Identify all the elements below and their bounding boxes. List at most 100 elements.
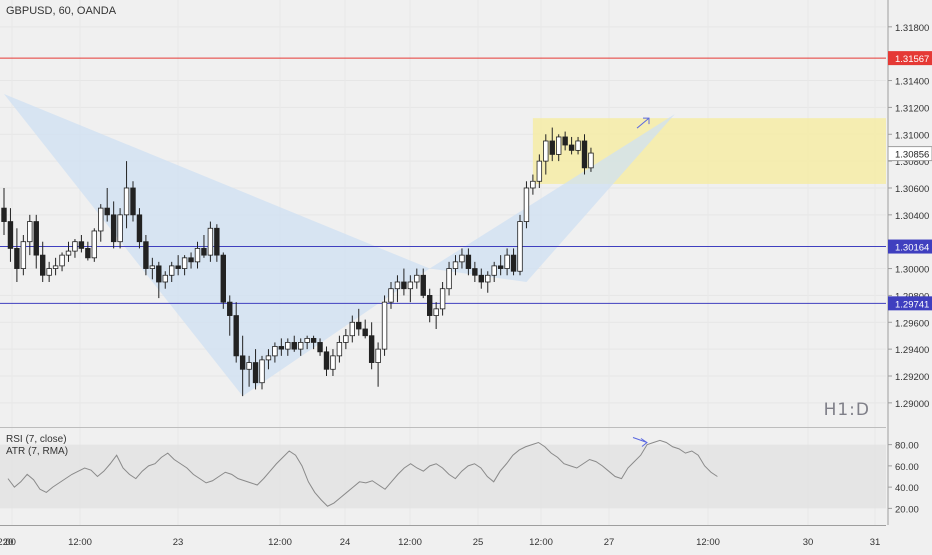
candle-body	[310, 337, 317, 343]
candle[interactable]	[162, 271, 168, 289]
candle[interactable]	[272, 342, 278, 363]
candle[interactable]	[407, 275, 414, 303]
candle[interactable]	[207, 221, 214, 262]
candle[interactable]	[349, 315, 355, 343]
candle[interactable]	[446, 261, 452, 296]
candle[interactable]	[465, 248, 472, 276]
candle[interactable]	[143, 234, 149, 276]
candle[interactable]	[52, 257, 59, 276]
candle[interactable]	[330, 349, 336, 376]
candle[interactable]	[149, 257, 156, 280]
candle[interactable]	[452, 255, 459, 276]
candle[interactable]	[375, 342, 381, 387]
candle[interactable]	[297, 338, 304, 356]
candle[interactable]	[227, 295, 233, 336]
candle[interactable]	[317, 338, 323, 356]
candle[interactable]	[14, 228, 20, 282]
candle-body	[491, 265, 497, 276]
candle[interactable]	[343, 328, 349, 350]
candle[interactable]	[478, 268, 484, 289]
candle[interactable]	[420, 268, 426, 299]
candle[interactable]	[310, 335, 317, 350]
candle[interactable]	[188, 252, 194, 269]
candle[interactable]	[388, 281, 394, 309]
candle[interactable]	[265, 349, 272, 370]
rsi-indicator-label[interactable]: RSI (7, close)	[6, 434, 67, 445]
candle[interactable]	[27, 214, 33, 256]
candle[interactable]	[472, 261, 478, 282]
candle[interactable]	[581, 134, 588, 175]
candle[interactable]	[362, 319, 368, 339]
candle[interactable]	[104, 187, 110, 222]
candle[interactable]	[33, 214, 39, 269]
candle[interactable]	[433, 302, 439, 329]
candle[interactable]	[78, 234, 85, 253]
atr-indicator-label[interactable]: ATR (7, RMA)	[6, 446, 69, 457]
candle[interactable]	[252, 349, 259, 390]
candle[interactable]	[46, 261, 52, 282]
candle[interactable]	[401, 268, 407, 296]
candle[interactable]	[562, 131, 568, 151]
candle[interactable]	[59, 252, 65, 272]
candle[interactable]	[110, 201, 117, 249]
candle[interactable]	[556, 134, 562, 162]
candle[interactable]	[523, 181, 530, 229]
candle[interactable]	[85, 241, 91, 261]
candle[interactable]	[485, 271, 491, 293]
candles[interactable]	[1, 127, 594, 397]
candle[interactable]	[246, 355, 252, 387]
candle[interactable]	[220, 252, 226, 309]
candle[interactable]	[7, 208, 14, 262]
candle[interactable]	[530, 174, 536, 195]
candle[interactable]	[336, 335, 343, 363]
candle[interactable]	[356, 308, 362, 336]
candle[interactable]	[239, 335, 246, 397]
candle[interactable]	[497, 255, 504, 276]
candle[interactable]	[549, 127, 555, 162]
candle[interactable]	[136, 208, 143, 249]
candle[interactable]	[156, 261, 162, 299]
candle[interactable]	[278, 338, 285, 356]
candle[interactable]	[510, 248, 517, 276]
candle[interactable]	[414, 268, 420, 289]
candle[interactable]	[291, 335, 297, 352]
candle[interactable]	[504, 248, 510, 276]
candle[interactable]	[543, 134, 549, 175]
candle[interactable]	[588, 147, 594, 172]
candle[interactable]	[439, 281, 446, 316]
candle[interactable]	[259, 355, 265, 390]
candle[interactable]	[394, 275, 401, 303]
candle[interactable]	[123, 161, 130, 229]
candle[interactable]	[98, 204, 104, 242]
candle[interactable]	[233, 302, 239, 363]
candle[interactable]	[201, 234, 207, 258]
candle[interactable]	[214, 224, 220, 262]
candle[interactable]	[117, 208, 123, 249]
candle[interactable]	[536, 154, 543, 188]
candle[interactable]	[381, 295, 388, 356]
candle[interactable]	[65, 241, 72, 262]
candle[interactable]	[168, 261, 175, 282]
candle[interactable]	[130, 181, 136, 222]
candle[interactable]	[72, 239, 78, 258]
candle[interactable]	[175, 255, 181, 276]
candle[interactable]	[426, 288, 433, 323]
candle[interactable]	[91, 228, 97, 262]
candle[interactable]	[459, 248, 465, 269]
candle[interactable]	[40, 241, 46, 282]
candle[interactable]	[181, 255, 188, 276]
candle[interactable]	[575, 136, 581, 155]
candle[interactable]	[285, 338, 291, 356]
candle[interactable]	[517, 214, 523, 276]
candle[interactable]	[491, 261, 497, 282]
candle[interactable]	[368, 322, 375, 370]
candle[interactable]	[20, 234, 27, 276]
candle[interactable]	[1, 187, 7, 235]
candle[interactable]	[194, 241, 201, 269]
candle[interactable]	[568, 136, 575, 155]
candle[interactable]	[323, 346, 330, 376]
candle-body	[485, 274, 491, 283]
candle[interactable]	[304, 335, 310, 350]
